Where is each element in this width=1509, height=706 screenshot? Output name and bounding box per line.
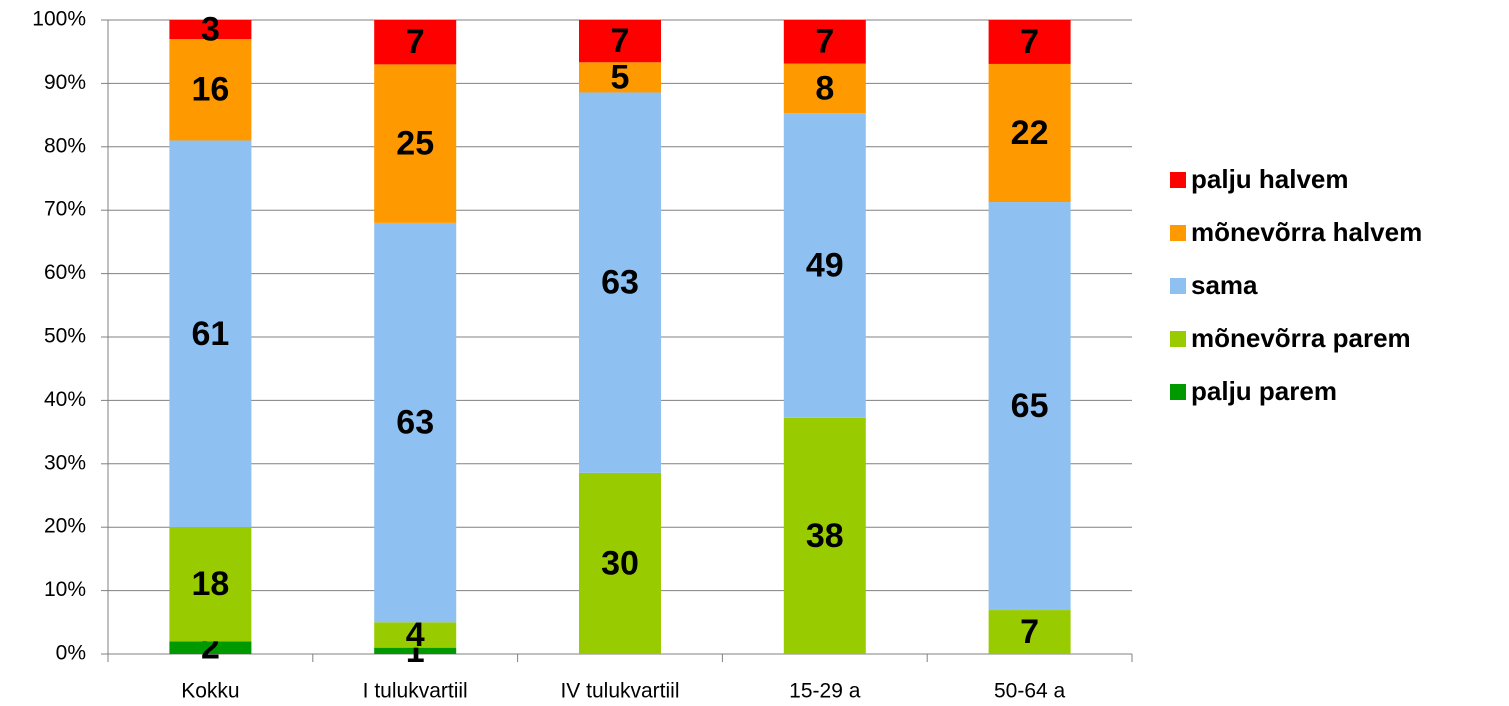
legend-swatch [1170,278,1186,294]
bar-segment [374,622,457,648]
value-label: 5 [611,58,630,96]
value-label: 3 [201,10,220,48]
value-label: 7 [1020,613,1039,651]
legend-label: palju halvem [1191,164,1349,194]
bar-segment [169,641,252,654]
bar-segment [783,417,866,654]
legend-swatch [1170,384,1186,400]
value-label: 4 [406,616,425,654]
value-label: 7 [611,22,630,60]
legend-label: sama [1191,270,1258,300]
bar-segment [783,63,866,114]
value-label: 8 [815,69,834,107]
value-label: 63 [601,264,639,302]
y-tick-label: 60% [44,261,86,284]
bar-segment [579,472,661,654]
bar-segment [988,610,1071,654]
bar-segment [374,222,457,623]
x-tick-label: Kokku [181,680,239,703]
value-label: 7 [815,23,834,61]
bar-segment [374,647,457,654]
value-label: 7 [406,23,425,61]
value-label: 30 [601,544,639,582]
x-tick-label: IV tulukvartiil [560,680,679,703]
value-label: 49 [806,247,844,285]
y-tick-label: 30% [44,451,86,474]
y-tick-label: 50% [44,325,86,348]
value-label: 65 [1011,387,1049,425]
legend-label: mõnevõrra parem [1191,323,1411,353]
value-label: 22 [1011,114,1049,152]
y-tick-label: 90% [44,71,86,94]
y-tick-label: 100% [32,8,86,31]
value-label: 25 [396,125,434,163]
y-tick-label: 40% [44,388,86,411]
bar-segment [169,20,252,40]
value-label: 38 [806,517,844,555]
legend-swatch [1170,331,1186,347]
x-tick-label: I tulukvartiil [363,680,468,703]
bar-segment [169,39,252,141]
y-tick-label: 20% [44,515,86,538]
x-tick-label: 15-29 a [789,680,861,703]
y-tick-label: 10% [44,578,86,601]
bar-segment [988,63,1071,203]
y-tick-label: 80% [44,134,86,157]
legend-label: mõnevõrra halvem [1191,217,1422,247]
value-label: 7 [1020,23,1039,61]
x-tick-label: 50-64 a [994,680,1066,703]
legend-label: palju parem [1191,376,1337,406]
bar-segment [374,20,457,65]
y-tick-label: 70% [44,198,86,221]
bar-segment [169,140,252,528]
value-label: 61 [191,315,229,353]
value-label: 18 [191,565,229,603]
bar-segment [783,113,866,418]
bar-segment [169,527,252,642]
bar-segment [988,202,1071,611]
bar-segment [374,64,457,223]
bar-segment [783,20,866,64]
bar-segment [579,20,661,63]
bar-segment [988,20,1071,64]
value-label: 63 [396,404,434,442]
bar-segment [579,92,661,473]
legend-swatch [1170,225,1186,241]
value-label: 16 [191,71,229,109]
y-tick-label: 0% [56,642,86,665]
bar-segment [579,62,661,93]
legend-swatch [1170,172,1186,188]
